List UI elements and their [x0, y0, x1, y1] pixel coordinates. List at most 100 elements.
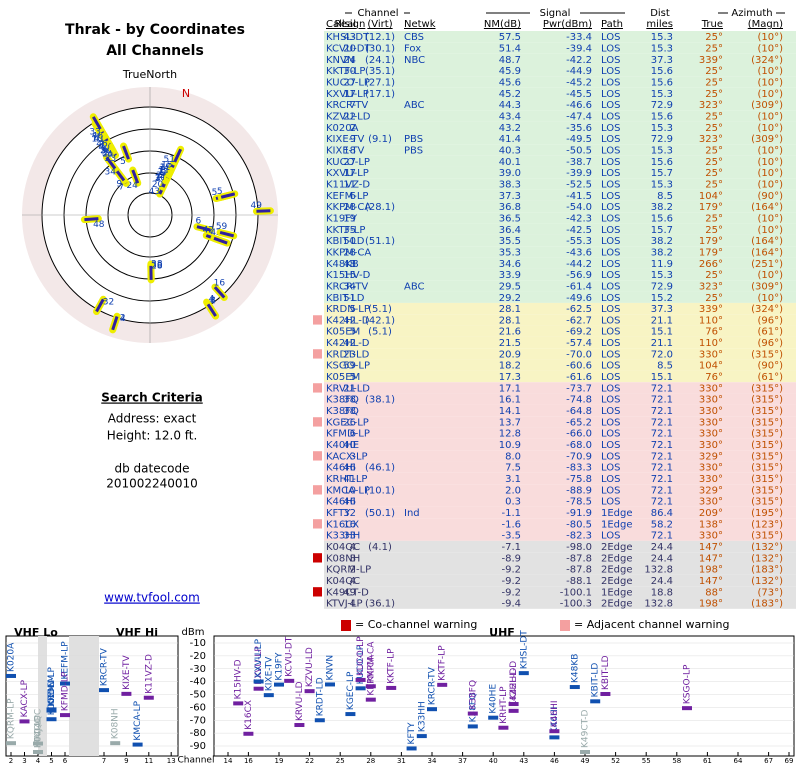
table-cell: KRHT-LP — [326, 474, 367, 485]
table-cell: 72.1 — [651, 429, 673, 440]
table-row — [324, 98, 796, 111]
table-cell: 25° — [705, 157, 723, 168]
station-channel: 28 — [151, 259, 163, 269]
table-cell: 45.9 — [499, 66, 521, 77]
station-channel: 4 — [120, 314, 126, 324]
link[interactable]: www.tvfool.com — [104, 591, 200, 605]
table-cell: LOS — [601, 77, 620, 88]
table-cell: (324°) — [751, 55, 783, 66]
table-cell: LOS — [601, 497, 620, 508]
table-cell: -62.5 — [566, 304, 592, 315]
table-cell: KACX-LP — [326, 451, 368, 462]
table-cell: (315°) — [751, 417, 783, 428]
power-mark — [682, 706, 692, 711]
table-cell: (315°) — [751, 451, 783, 462]
power-mark — [33, 741, 43, 746]
x-tick-label: 28 — [366, 757, 375, 765]
station-bar-core — [220, 192, 236, 199]
table-cell: KUCO-LP — [326, 157, 370, 168]
x-tick-label: 52 — [611, 757, 620, 765]
table-cell: KIXE-TV — [326, 145, 364, 156]
table-cell: (309°) — [751, 100, 783, 111]
power-mark — [314, 718, 325, 723]
table-cell: 72.1 — [651, 531, 673, 542]
table-cell: 88° — [705, 587, 723, 598]
table-cell: (10°) — [757, 157, 783, 168]
table-cell: KBIT-LD — [326, 293, 365, 304]
table-cell: -56.9 — [566, 270, 592, 281]
table-cell: 1Edge — [601, 519, 633, 530]
power-mark — [437, 682, 448, 687]
x-tick-label: 6 — [63, 757, 68, 765]
table-row — [324, 166, 796, 179]
table-cell: 330° — [699, 474, 723, 485]
table-cell: 15.6 — [651, 157, 673, 168]
table-cell: KCVU-DT — [326, 43, 371, 54]
spectrum-callsign: KIXE-TV — [122, 655, 132, 690]
table-cell: -64.8 — [566, 406, 592, 417]
table-cell: 41.4 — [499, 134, 521, 145]
table-cell: 15.3 — [651, 270, 673, 281]
table-cell: (10°) — [757, 77, 783, 88]
table-cell: -9.2 — [501, 576, 521, 587]
table-cell: 10 — [343, 485, 356, 496]
warning-icon — [313, 349, 322, 359]
warning-icon — [313, 451, 322, 461]
power-mark — [46, 717, 57, 722]
table-cell: 2.0 — [505, 485, 521, 496]
power-mark — [549, 729, 560, 734]
table-cell: (164°) — [751, 247, 783, 258]
table-cell: (183°) — [751, 599, 783, 610]
table-cell: LOS — [601, 89, 620, 100]
station-channel: 17 — [155, 173, 166, 183]
group-header: Channel — [357, 8, 398, 19]
table-cell: 28.1 — [499, 304, 521, 315]
table-cell: 15.7 — [651, 225, 673, 236]
station-bar-core — [219, 231, 235, 238]
power-mark — [467, 724, 478, 729]
criteria-address: Address: exact — [108, 412, 197, 426]
table-row — [324, 280, 796, 292]
legend-adjacent: = Adjacent channel warning — [574, 618, 730, 631]
power-mark — [580, 750, 590, 754]
table-cell: (38.1) — [365, 395, 395, 406]
spectrum-callsign: K19FY — [275, 652, 285, 681]
table-row — [324, 370, 796, 383]
warning-icon — [313, 315, 322, 325]
table-cell: (123°) — [751, 519, 783, 530]
table-cell: 40.1 — [499, 157, 521, 168]
table-row — [324, 506, 796, 519]
spectrum-callsign: KCVU-DT — [285, 636, 295, 677]
table-cell: -9.4 — [501, 599, 521, 610]
spectrum-callsign: KHSL-DT — [519, 630, 529, 669]
table-cell: -8.9 — [501, 553, 521, 564]
table-cell: LOS — [601, 236, 620, 247]
table-cell: 330° — [699, 417, 723, 428]
table-cell: KXVU-LP — [326, 168, 369, 179]
table-cell: K49CT-D — [326, 587, 369, 598]
table-cell: (12.1) — [365, 32, 395, 43]
x-tick-label: 11 — [144, 757, 153, 765]
table-cell: -49.6 — [566, 293, 592, 304]
table-cell: KFTY — [326, 508, 351, 519]
table-cell: 28.1 — [499, 315, 521, 326]
table-cell: 8.5 — [657, 361, 673, 372]
table-cell: -55.3 — [566, 236, 592, 247]
table-cell: 330° — [699, 440, 723, 451]
table-cell: 209° — [699, 508, 723, 519]
table-row — [324, 302, 796, 315]
power-mark — [19, 719, 30, 724]
table-cell: KNVN — [326, 55, 354, 66]
table-cell: (35.1) — [365, 66, 395, 77]
table-cell: LOS — [601, 66, 620, 77]
station-channel: 42 — [203, 225, 214, 235]
table-cell: 15.3 — [651, 145, 673, 156]
table-cell: 38 — [343, 406, 356, 417]
table-row — [324, 461, 796, 473]
warning-icon — [313, 485, 322, 495]
table-cell: 48 — [343, 259, 356, 270]
power-mark — [498, 725, 509, 730]
table-cell: 138° — [699, 519, 723, 530]
table-cell: 5 — [350, 372, 356, 383]
